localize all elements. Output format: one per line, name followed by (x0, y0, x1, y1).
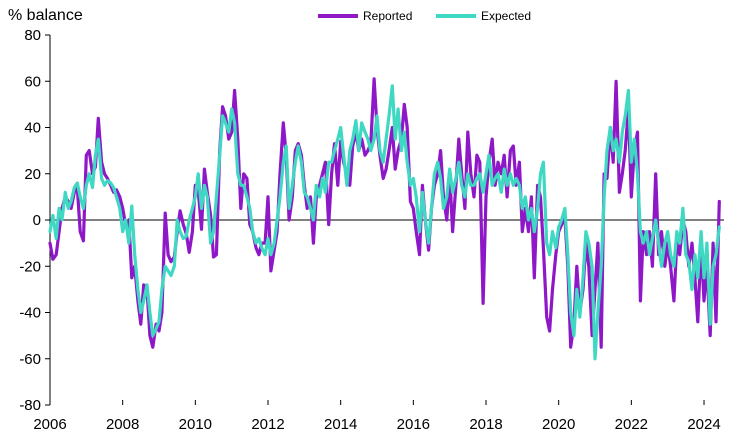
y-tick-label: 80 (24, 27, 41, 44)
y-tick-label: 40 (24, 120, 41, 137)
x-tick-label: 2022 (615, 416, 648, 433)
x-tick-label: 2010 (179, 416, 212, 433)
y-tick-label: -60 (19, 351, 41, 368)
x-tick-label: 2018 (469, 416, 502, 433)
x-tick-label: 2020 (542, 416, 575, 433)
y-tick-label: 0 (33, 212, 41, 229)
x-tick-label: 2016 (397, 416, 430, 433)
series-line-expected (48, 84, 721, 361)
axes: 80 60 40 20 0 -20 -40 -60 -80 2006 2008 2010 2012 201… (19, 27, 724, 433)
series-line-reported (48, 77, 721, 349)
x-tick-label: 2006 (33, 416, 66, 433)
y-tick-label: -20 (19, 258, 41, 275)
y-axis-label: % balance (8, 7, 83, 24)
x-tick-label: 2024 (687, 416, 720, 433)
series-layer (48, 77, 721, 361)
legend-label-reported: Reported (363, 9, 412, 23)
y-tick-label: -80 (19, 397, 41, 414)
y-tick-label: 60 (24, 73, 41, 90)
legend: Reported Expected (318, 9, 531, 23)
y-tick-label: -40 (19, 305, 41, 322)
x-tick-label: 2014 (324, 416, 357, 433)
y-tick-label: 20 (24, 166, 41, 183)
x-tick-label: 2008 (106, 416, 139, 433)
x-tick-label: 2012 (251, 416, 284, 433)
legend-label-expected: Expected (481, 9, 531, 23)
